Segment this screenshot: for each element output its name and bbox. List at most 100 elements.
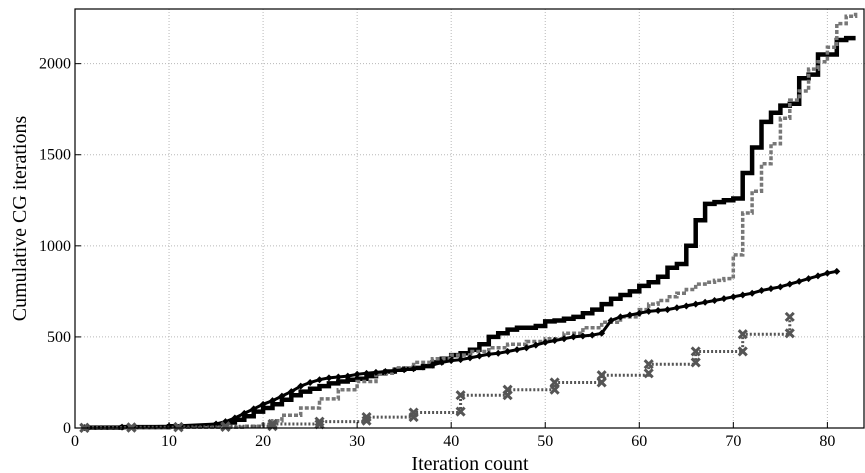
- diamond-marker: [579, 332, 587, 340]
- diamond-marker: [316, 376, 324, 384]
- diamond-marker: [428, 361, 436, 369]
- y-tick-label: 2000: [39, 56, 71, 73]
- plot-frame: [74, 8, 865, 429]
- series-2: [84, 12, 858, 430]
- diamond-marker: [720, 295, 728, 303]
- x-marker: [361, 412, 372, 423]
- x-marker: [690, 346, 701, 357]
- x-tick-label: 60: [631, 433, 647, 450]
- diamond-marker: [231, 414, 239, 422]
- diamond-marker: [447, 357, 455, 365]
- series-line: [84, 12, 858, 430]
- diamond-marker: [353, 370, 361, 378]
- series-3: [80, 267, 841, 432]
- x-marker: [737, 329, 748, 340]
- diamond-marker: [551, 337, 559, 345]
- x-marker: [314, 416, 325, 427]
- diamond-marker: [588, 331, 596, 339]
- diamond-marker: [654, 306, 662, 314]
- x-marker: [126, 422, 137, 433]
- diamond-marker: [287, 388, 295, 396]
- diamond-marker: [626, 311, 634, 319]
- y-tick-label: 500: [47, 329, 71, 346]
- x-tick-label: 10: [161, 433, 177, 450]
- diamond-marker: [504, 347, 512, 355]
- diamond-marker: [259, 400, 267, 408]
- x-marker: [220, 421, 231, 432]
- x-tick-label: 20: [255, 433, 271, 450]
- series-1: [84, 35, 856, 430]
- y-axis-label: Cumulative CG iterations: [9, 116, 31, 322]
- diamond-marker: [739, 291, 747, 299]
- diamond-marker: [560, 335, 568, 343]
- x-marker: [173, 421, 184, 432]
- y-tick-label: 1000: [39, 238, 71, 255]
- diamond-marker: [522, 344, 530, 352]
- diamond-marker: [269, 397, 276, 405]
- x-marker: [408, 407, 419, 418]
- diamond-marker: [334, 373, 342, 381]
- x-marker: [643, 359, 654, 370]
- x-marker: [267, 418, 278, 430]
- ticks: 0 10 20 30 40 50 60 70 80 0 500 1000 1500 2000: [39, 56, 835, 450]
- diamond-marker: [569, 333, 577, 341]
- diamond-marker: [457, 356, 465, 364]
- diamond-marker: [372, 368, 380, 376]
- diamond-marker: [758, 286, 766, 294]
- diamond-marker: [250, 405, 258, 413]
- x-marker: [502, 384, 513, 395]
- diamond-marker: [278, 392, 286, 400]
- diamond-marker: [682, 302, 690, 310]
- diamond-marker: [776, 283, 784, 291]
- diamond-marker: [607, 317, 615, 325]
- diamond-marker: [645, 307, 653, 315]
- diamond-marker: [664, 306, 671, 314]
- diamond-marker: [494, 349, 502, 357]
- x-tick-label: 30: [349, 433, 365, 450]
- x-marker: [643, 368, 654, 379]
- diamond-marker: [306, 378, 314, 386]
- diamond-marker: [532, 341, 540, 349]
- series-line: [82, 316, 792, 430]
- x-marker: [690, 357, 701, 368]
- diamond-marker: [485, 350, 493, 358]
- diamond-marker: [297, 382, 305, 390]
- x-marker: [455, 390, 466, 401]
- x-marker: [596, 370, 607, 381]
- diamond-marker: [598, 329, 606, 337]
- diamond-marker: [410, 365, 418, 373]
- diamond-marker: [466, 354, 474, 362]
- diamond-marker: [795, 277, 803, 285]
- x-axis-label: Iteration count: [411, 453, 529, 473]
- x-marker: [784, 311, 795, 322]
- diamond-marker: [391, 367, 399, 375]
- diamond-marker: [513, 346, 521, 354]
- grid: [75, 9, 865, 428]
- diamond-marker: [419, 363, 427, 371]
- x-marker: [267, 421, 278, 432]
- diamond-marker: [325, 374, 333, 382]
- diamond-marker: [541, 338, 549, 346]
- x-marker: [784, 328, 795, 339]
- diamond-marker: [786, 280, 794, 288]
- x-tick-label: 0: [71, 433, 79, 450]
- diamond-marker: [616, 313, 624, 321]
- x-marker: [455, 406, 466, 417]
- x-tick-label: 80: [819, 433, 835, 450]
- series-layer: [79, 12, 858, 434]
- diamond-marker: [692, 300, 700, 308]
- y-tick-label: 1500: [39, 147, 71, 164]
- diamond-marker: [711, 296, 719, 304]
- diamond-marker: [748, 289, 756, 297]
- diamond-marker: [635, 309, 643, 317]
- diamond-marker: [400, 366, 408, 374]
- diamond-marker: [381, 368, 389, 376]
- x-tick-label: 50: [537, 433, 553, 450]
- diamond-marker: [212, 420, 220, 428]
- series-line: [84, 269, 838, 430]
- x-marker: [549, 377, 560, 388]
- diamond-marker: [673, 304, 681, 312]
- y-tick-label: 0: [63, 420, 71, 437]
- x-tick-label: 40: [443, 433, 459, 450]
